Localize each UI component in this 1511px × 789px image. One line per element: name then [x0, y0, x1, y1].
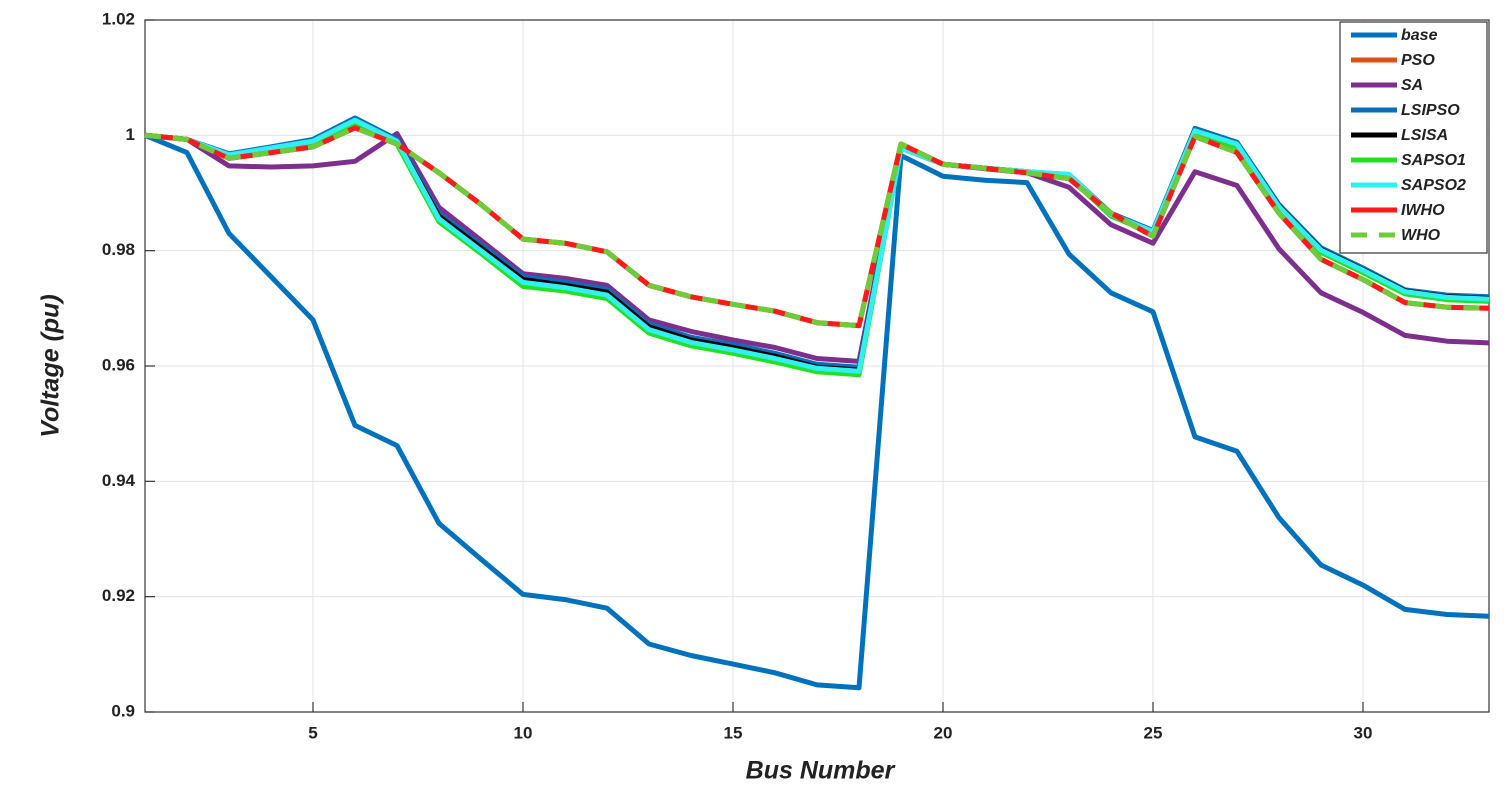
- y-tick-label: 0.96: [102, 355, 135, 374]
- legend-label: SA: [1401, 77, 1423, 94]
- y-tick-label: 1: [126, 125, 135, 144]
- x-tick-label: 30: [1354, 723, 1373, 742]
- series-line: [144, 125, 1490, 329]
- legend-label: LSISA: [1401, 127, 1448, 144]
- legend-label: SAPSO2: [1401, 177, 1466, 194]
- legend-label: LSIPSO: [1401, 102, 1460, 119]
- x-tick-label: 20: [934, 723, 953, 742]
- x-tick-label: 15: [724, 723, 743, 742]
- axes-box: [144, 19, 1490, 713]
- legend-label: base: [1401, 27, 1438, 44]
- legend-label: IWHO: [1401, 202, 1445, 219]
- series-line: [144, 117, 1490, 374]
- x-tick-label: 25: [1144, 723, 1163, 742]
- legend-label: SAPSO1: [1401, 152, 1466, 169]
- y-tick-label: 0.92: [102, 586, 135, 605]
- y-tick-label: 0.94: [102, 471, 136, 490]
- legend-label: PSO: [1401, 52, 1435, 69]
- x-axis-label: Bus Number: [746, 757, 896, 785]
- y-tick-label: 1.02: [102, 9, 135, 28]
- y-tick-label: 0.9: [111, 701, 135, 720]
- x-tick-label: 10: [514, 723, 533, 742]
- x-tick-label: 5: [308, 723, 317, 742]
- legend-label: WHO: [1401, 227, 1441, 244]
- series-line: [144, 131, 1490, 364]
- y-axis-label: Voltage (pu): [37, 294, 65, 438]
- y-tick-label: 0.98: [102, 240, 135, 259]
- series-line: [144, 132, 1490, 691]
